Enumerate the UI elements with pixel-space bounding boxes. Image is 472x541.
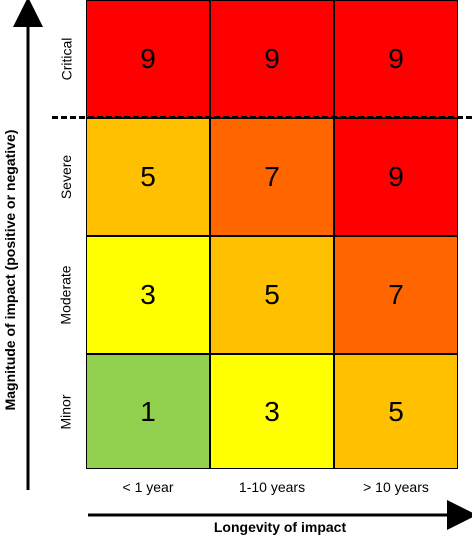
row-label: Severe	[58, 154, 75, 200]
x-axis-title: Longevity of impact	[213, 519, 347, 535]
row-label: Moderate	[58, 265, 74, 325]
matrix-cell: 3	[86, 236, 210, 354]
matrix-cell: 9	[86, 0, 210, 118]
row-label: Minor	[57, 393, 74, 430]
matrix-cell: 3	[210, 354, 334, 469]
matrix-cell: 9	[334, 118, 458, 236]
critical-divider-line	[52, 116, 472, 119]
matrix-cell: 9	[334, 0, 458, 118]
matrix-cell: 7	[334, 236, 458, 354]
matrix-cell: 9	[210, 0, 334, 118]
matrix-cell: 7	[210, 118, 334, 236]
matrix-cell: 5	[210, 236, 334, 354]
matrix-cell: 5	[86, 118, 210, 236]
column-label: > 10 years	[363, 479, 429, 495]
column-label: 1-10 years	[238, 479, 306, 495]
column-label: < 1 year	[122, 479, 174, 495]
matrix-cell: 1	[86, 354, 210, 469]
matrix-cell: 5	[334, 354, 458, 469]
row-label: Critical	[58, 37, 74, 81]
